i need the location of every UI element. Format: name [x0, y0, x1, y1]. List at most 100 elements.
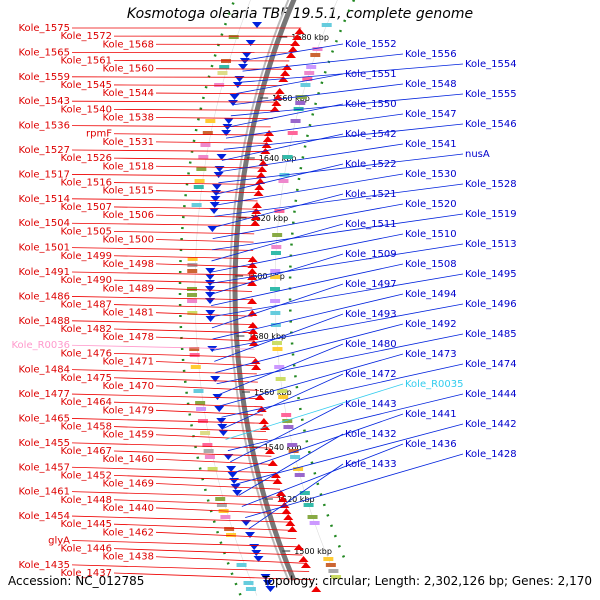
forward-gene-arrow	[251, 202, 262, 208]
right-leader-line	[221, 133, 344, 161]
left-leader-line	[71, 271, 253, 276]
cog-block	[203, 449, 214, 453]
reverse-gene-arrow	[216, 418, 227, 424]
right-leader-line	[216, 163, 344, 195]
reverse-gene-arrow	[210, 196, 221, 202]
right-leader-line	[242, 53, 404, 72]
right-gene-label: Kole_1528	[465, 179, 517, 190]
right-leader-line	[210, 253, 344, 295]
left-leader-line	[71, 247, 254, 251]
forward-gene-arrow	[288, 46, 299, 52]
cog-block	[303, 503, 314, 507]
reverse-gene-arrow	[241, 52, 252, 58]
left-gene-label: Kole_1544	[102, 88, 154, 99]
tick-label: 1500 kbp	[294, 547, 332, 556]
right-gene-label: Kole_1495	[465, 269, 517, 280]
left-gene-label: Kole_1469	[102, 479, 154, 490]
left-gene-label: Kole_1506	[102, 210, 154, 221]
right-gene-label: Kole_1542	[345, 129, 397, 140]
right-gene-label: Kole_1509	[345, 249, 397, 260]
left-leader-line	[155, 409, 263, 416]
left-leader-line	[71, 174, 262, 177]
right-gene-label: Kole_1494	[405, 289, 457, 300]
cog-block	[190, 365, 201, 369]
right-gene-label: Kole_1496	[465, 299, 517, 310]
right-leader-line	[225, 113, 404, 139]
reverse-gene-arrow	[249, 544, 260, 550]
left-gene-label: Kole_1435	[18, 560, 70, 571]
cog-block	[243, 581, 254, 585]
forward-gene-arrow	[255, 178, 266, 184]
left-gene-label: Kole_1446	[60, 544, 112, 555]
reverse-gene-arrow	[205, 268, 216, 274]
reverse-gene-arrow	[223, 454, 234, 460]
reverse-gene-arrow	[262, 580, 273, 586]
reverse-gene-arrow	[229, 94, 240, 100]
cog-block	[278, 395, 289, 399]
left-gene-label: Kole_1455	[18, 438, 70, 449]
left-leader-line	[155, 287, 253, 292]
reverse-gene-arrow	[265, 586, 276, 592]
left-gene-label: Kole_1484	[18, 365, 70, 376]
tick-label: 1640 kbp	[259, 154, 297, 163]
cog-block	[278, 179, 289, 183]
left-gene-label: Kole_1461	[18, 487, 70, 498]
reverse-gene-arrow	[260, 574, 271, 580]
left-gene-label: glyA	[48, 535, 70, 546]
cog-block	[271, 245, 282, 249]
tick-label: 1680 kbp	[291, 33, 329, 42]
cog-block	[226, 533, 237, 537]
cog-block	[287, 131, 298, 135]
reverse-gene-arrow	[205, 310, 216, 316]
forward-gene-arrow	[247, 298, 258, 304]
left-gene-label: Kole_1504	[18, 218, 70, 229]
cog-block	[198, 155, 209, 159]
left-leader-line	[113, 401, 262, 408]
right-leader-line	[211, 233, 404, 273]
left-gene-label: Kole_1448	[60, 495, 112, 506]
right-gene-label: Kole_1511	[345, 219, 397, 230]
cog-block	[189, 347, 200, 351]
reverse-gene-arrow	[209, 202, 220, 208]
left-leader-line	[155, 385, 260, 391]
cog-block	[202, 443, 213, 447]
reverse-gene-arrow	[216, 154, 227, 160]
right-leader-line	[233, 83, 404, 106]
cog-block	[220, 515, 231, 519]
left-leader-line	[155, 141, 268, 144]
tick-label: 1520 kbp	[277, 495, 315, 504]
forward-gene-arrow	[254, 184, 265, 190]
cog-block	[215, 497, 226, 501]
left-gene-label: Kole_1518	[102, 161, 154, 172]
left-leader-line	[155, 361, 256, 367]
left-gene-label: Kole_1526	[60, 153, 112, 164]
left-leader-line	[113, 304, 253, 309]
cog-block	[197, 419, 208, 423]
left-gene-label: Kole_1459	[102, 430, 154, 441]
right-leader-line	[236, 73, 344, 94]
left-leader-line	[113, 426, 267, 432]
reverse-gene-arrow	[217, 424, 228, 430]
cog-block	[224, 527, 235, 531]
right-leader-line	[245, 453, 464, 519]
left-gene-label: Kole_1486	[18, 291, 70, 302]
forward-gene-arrow	[280, 70, 291, 76]
right-gene-label: Kole_1474	[465, 359, 517, 370]
right-leader-line	[213, 193, 344, 228]
right-gene-label: Kole_1480	[345, 339, 397, 350]
cog-block	[306, 65, 317, 69]
right-gene-label: Kole_1497	[345, 279, 397, 290]
right-leader-line	[220, 143, 404, 173]
right-gene-label: Kole_1522	[345, 159, 397, 170]
left-gene-label: Kole_1491	[18, 267, 70, 278]
forward-gene-arrow	[258, 418, 269, 424]
cog-block	[196, 167, 207, 171]
cog-block	[202, 131, 213, 135]
left-gene-label: Kole_1460	[102, 454, 154, 465]
right-leader-line	[248, 463, 344, 530]
left-gene-label: Kole_1440	[102, 503, 154, 514]
left-leader-line	[71, 393, 261, 399]
topology-text: Topology: circular; Length: 2,302,126 bp…	[262, 574, 592, 588]
tick-label: 1580 kbp	[248, 332, 286, 341]
